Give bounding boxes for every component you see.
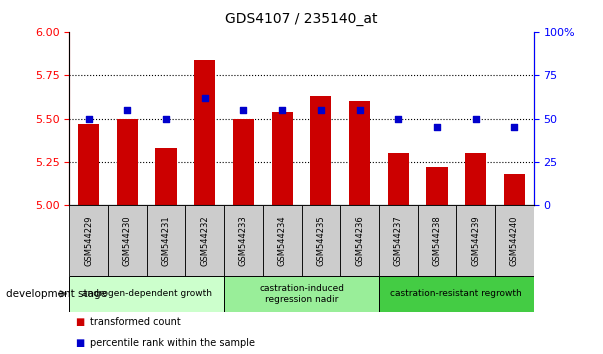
Bar (310, 96, 332, 205)
Text: GSM544229: GSM544229 (84, 216, 93, 266)
Bar (271, 112, 293, 205)
Bar (340, 205, 379, 276)
Text: ■: ■ (75, 317, 84, 327)
Bar (495, 205, 534, 276)
Bar (224, 276, 379, 312)
Bar (263, 205, 302, 276)
Bar (388, 153, 409, 205)
Bar (78, 124, 99, 205)
Text: GSM544235: GSM544235 (317, 215, 326, 266)
Text: development stage: development stage (6, 289, 107, 299)
Point (432, 124, 442, 130)
Text: transformed count: transformed count (90, 317, 181, 327)
Text: castration-resistant regrowth: castration-resistant regrowth (390, 289, 522, 298)
Bar (456, 205, 495, 276)
Bar (349, 101, 370, 205)
Point (277, 107, 287, 113)
Bar (465, 153, 486, 205)
Bar (504, 174, 525, 205)
Text: GSM544237: GSM544237 (394, 215, 403, 266)
Bar (302, 205, 340, 276)
Text: androgen-dependent growth: androgen-dependent growth (82, 289, 212, 298)
Text: GSM544232: GSM544232 (200, 215, 209, 266)
Bar (417, 205, 456, 276)
Bar (147, 205, 186, 276)
Text: GSM544239: GSM544239 (471, 215, 480, 266)
Point (161, 116, 171, 121)
Bar (156, 148, 177, 205)
Text: castration-induced
regression nadir: castration-induced regression nadir (259, 284, 344, 303)
Point (84, 116, 93, 121)
Text: ■: ■ (75, 338, 84, 348)
Bar (379, 205, 417, 276)
Bar (186, 205, 224, 276)
Point (510, 124, 519, 130)
Point (393, 116, 403, 121)
Text: GSM544240: GSM544240 (510, 216, 519, 266)
Point (471, 116, 481, 121)
Bar (69, 276, 224, 312)
Bar (69, 205, 108, 276)
Text: GSM544230: GSM544230 (123, 215, 132, 266)
Point (122, 107, 132, 113)
Point (355, 107, 364, 113)
Bar (379, 276, 534, 312)
Text: GSM544238: GSM544238 (432, 215, 441, 266)
Bar (194, 59, 215, 205)
Bar (108, 205, 147, 276)
Point (239, 107, 248, 113)
Text: GSM544231: GSM544231 (162, 215, 171, 266)
Point (200, 95, 210, 101)
Bar (233, 119, 254, 205)
Bar (117, 119, 138, 205)
Text: GSM544234: GSM544234 (277, 215, 286, 266)
Text: GSM544233: GSM544233 (239, 215, 248, 266)
Bar (426, 167, 447, 205)
Bar (224, 205, 263, 276)
Text: percentile rank within the sample: percentile rank within the sample (90, 338, 256, 348)
Text: GDS4107 / 235140_at: GDS4107 / 235140_at (226, 12, 377, 27)
Text: GSM544236: GSM544236 (355, 215, 364, 266)
Point (316, 107, 326, 113)
